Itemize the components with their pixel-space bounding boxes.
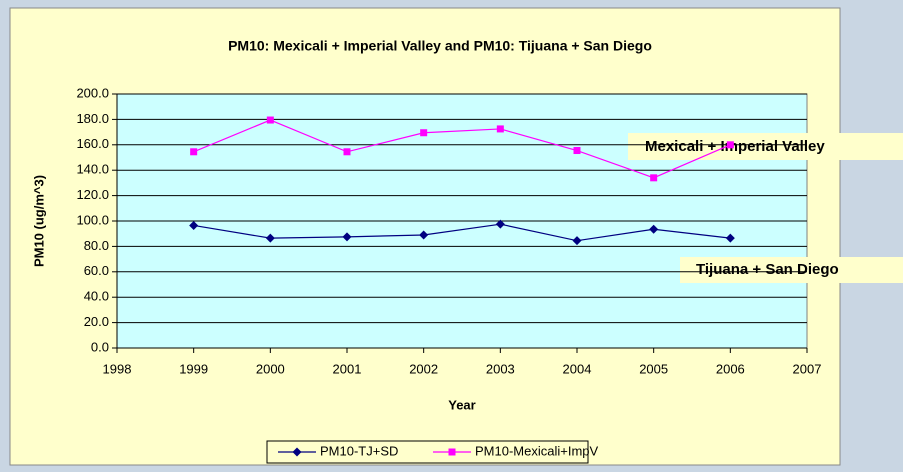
x-tick-label: 1998 [103, 361, 132, 376]
point [495, 219, 505, 229]
legend-label: PM10-Mexicali+ImpV [475, 443, 599, 458]
series-line [193, 119, 731, 179]
y-tick-label: 200.0 [76, 85, 109, 100]
point [189, 220, 199, 230]
legend [266, 440, 589, 464]
point [343, 148, 351, 156]
x-tick-label: 2004 [563, 361, 592, 376]
x-tick-label: 2002 [409, 361, 438, 376]
y-tick-label: 40.0 [84, 289, 109, 304]
legend-label: PM10-TJ+SD [320, 443, 398, 458]
point [726, 141, 734, 149]
point [650, 174, 658, 182]
y-tick-label: 0.0 [91, 339, 109, 354]
point [266, 116, 274, 124]
annotation: Tijuana + San Diego [696, 261, 839, 278]
y-tick-label: 140.0 [76, 162, 109, 177]
annotation: Mexicali + Imperial Valley [645, 138, 825, 155]
legend-marker [292, 447, 302, 457]
series-line [193, 223, 731, 242]
point [573, 147, 581, 155]
y-axis-label: PM10 (ug/m^3) [31, 175, 46, 267]
legend-marker [448, 448, 456, 456]
x-tick-label: 2000 [256, 361, 285, 376]
point [725, 233, 735, 243]
x-tick-label: 1999 [179, 361, 208, 376]
point [496, 125, 504, 133]
y-tick-label: 100.0 [76, 212, 109, 227]
x-tick-label: 2001 [333, 361, 362, 376]
point [572, 236, 582, 246]
point [649, 224, 659, 234]
point [190, 148, 198, 156]
x-tick-label: 2007 [793, 361, 822, 376]
annotation-box [628, 133, 903, 160]
point [342, 232, 352, 242]
x-axis-label: Year [448, 397, 475, 412]
x-tick-label: 2005 [639, 361, 668, 376]
y-tick-label: 180.0 [76, 111, 109, 126]
point [420, 129, 428, 137]
x-tick-label: 2003 [486, 361, 515, 376]
annotation-box [680, 257, 903, 283]
point [419, 230, 429, 240]
y-tick-label: 160.0 [76, 136, 109, 151]
y-tick-label: 80.0 [84, 238, 109, 253]
y-tick-label: 120.0 [76, 187, 109, 202]
point [265, 233, 275, 243]
y-tick-label: 60.0 [84, 263, 109, 278]
x-tick-label: 2006 [716, 361, 745, 376]
chart-title: PM10: Mexicali + Imperial Valley and PM1… [228, 38, 652, 54]
y-tick-label: 20.0 [84, 314, 109, 329]
